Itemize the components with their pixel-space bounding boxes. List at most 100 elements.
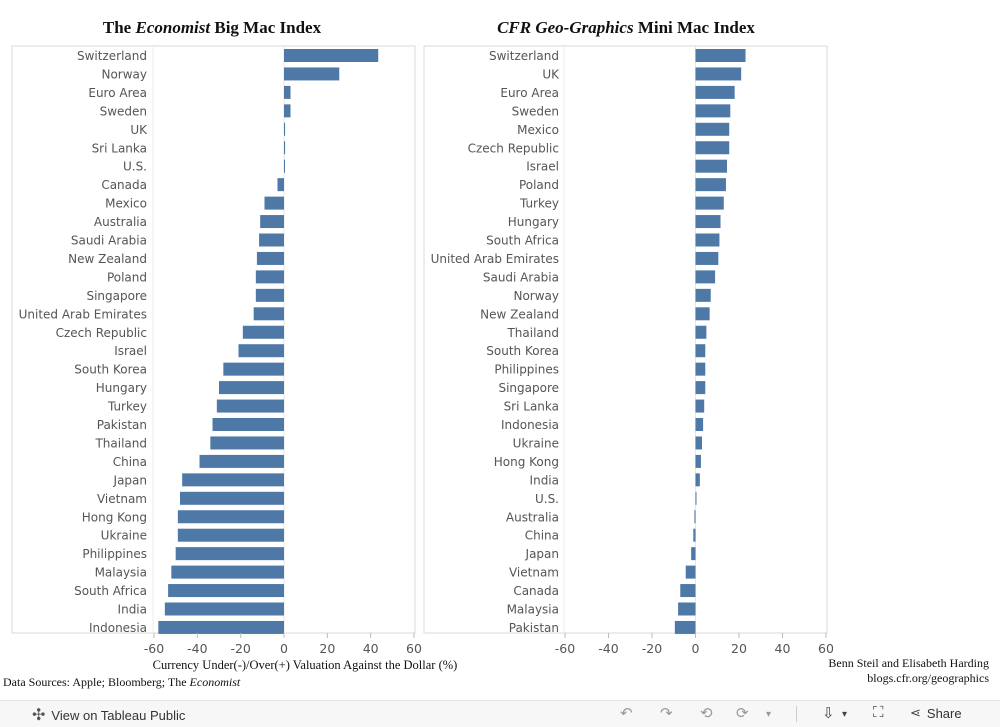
tableau-logo-icon: ✣ (32, 707, 46, 724)
bar (695, 307, 710, 321)
view-on-tableau-button[interactable]: ✣ View on Tableau Public (32, 705, 185, 725)
category-label: Hong Kong (82, 510, 147, 524)
tick-label: 0 (280, 641, 288, 656)
bar (695, 196, 724, 210)
category-label: Malaysia (507, 603, 559, 617)
bar (695, 362, 706, 376)
category-label: Singapore (498, 381, 559, 395)
category-label: Sri Lanka (92, 141, 147, 155)
category-label: Mexico (105, 197, 147, 211)
category-label: Indonesia (501, 418, 559, 432)
chart-title-right: CFR Geo-Graphics Mini Mac Index (497, 18, 755, 37)
fullscreen-icon[interactable]: ⛶ (873, 704, 884, 721)
category-label: Pakistan (509, 621, 559, 635)
bar (680, 584, 696, 598)
category-label: South Korea (74, 363, 147, 377)
category-label: Malaysia (95, 566, 147, 580)
panel-frame-1 (423, 45, 828, 634)
category-label: Israel (526, 160, 559, 174)
bar (212, 418, 284, 431)
download-icon[interactable]: ⇩ (822, 705, 835, 722)
bar (694, 510, 696, 524)
tick-label: 60 (406, 641, 422, 656)
refresh-icon[interactable]: ⟳ (736, 705, 749, 722)
bar (695, 491, 697, 505)
undo-icon[interactable]: ↶ (620, 705, 633, 722)
tick-label: -20 (230, 641, 250, 656)
share-button[interactable]: ⋖ Share (910, 705, 962, 721)
bar (695, 159, 728, 173)
category-label: Sweden (512, 104, 559, 118)
redo-icon[interactable]: ↷ (660, 705, 673, 722)
category-label: New Zealand (480, 307, 559, 321)
category-label: Turkey (107, 400, 147, 414)
category-label: Vietnam (97, 492, 147, 506)
tick-label: 60 (818, 641, 834, 656)
bar (168, 584, 284, 598)
share-icon: ⋖ (910, 705, 921, 720)
bar (284, 49, 379, 62)
category-label: Philippines (494, 363, 559, 377)
category-label: China (113, 455, 147, 469)
bar (674, 620, 696, 634)
bar (259, 233, 284, 247)
share-label: Share (926, 705, 962, 721)
bar (284, 67, 340, 81)
category-label: South Africa (74, 584, 147, 598)
bar (223, 362, 284, 376)
category-label: Norway (513, 289, 559, 303)
category-label: Czech Republic (468, 141, 559, 155)
category-label: Poland (107, 270, 147, 284)
credit-url[interactable]: blogs.cfr.org/geographics (867, 671, 989, 685)
category-label: Hong Kong (494, 455, 559, 469)
category-label: Canada (101, 178, 147, 192)
category-label: China (525, 529, 559, 543)
category-label: Hungary (96, 381, 147, 395)
bar (164, 602, 284, 616)
bar (277, 178, 284, 192)
category-label: Hungary (508, 215, 559, 229)
bar (256, 251, 284, 265)
tick-label: 40 (363, 641, 379, 656)
bar (695, 454, 701, 468)
category-label: Euro Area (500, 86, 559, 100)
bar (264, 196, 284, 210)
bar (695, 215, 721, 229)
x-axis-title: Currency Under(-)/Over(+) Valuation Agai… (152, 658, 458, 672)
category-label: Mexico (517, 123, 559, 137)
bar (695, 344, 706, 358)
revert-icon[interactable]: ⟲ (700, 705, 713, 722)
download-dropdown-icon[interactable]: ▾ (842, 709, 848, 720)
charts-canvas: Switzerland Norway Euro Area Sweden UK Sri La… (11, 45, 834, 656)
category-label: Thailand (506, 326, 559, 340)
tick-label: -40 (598, 641, 618, 656)
bar (216, 399, 284, 413)
bar (695, 473, 700, 487)
bar (695, 325, 707, 339)
bar (695, 436, 703, 450)
bar (695, 85, 735, 99)
bar (695, 122, 730, 136)
chart-title-left: The Economist Big Mac Index (102, 18, 322, 37)
category-label: Ukraine (513, 436, 559, 450)
bar (284, 141, 286, 155)
category-label: Poland (519, 178, 559, 192)
bar (691, 547, 696, 561)
category-label: Australia (506, 510, 559, 524)
tick-label: 40 (775, 641, 791, 656)
tableau-toolbar: ✣ View on Tableau Public ↶ ↷ ⟲ ⟳ ▾ ⇩ ▾ ⛶… (0, 700, 1000, 727)
category-label: India (118, 603, 147, 617)
bar (678, 602, 696, 616)
bar (238, 344, 284, 358)
bar (695, 270, 716, 284)
bar (180, 491, 284, 505)
category-label: UK (542, 67, 560, 81)
bar (171, 565, 284, 579)
category-label: Saudi Arabia (483, 270, 559, 284)
refresh-dropdown-icon[interactable]: ▾ (766, 709, 772, 720)
category-label: Pakistan (97, 418, 147, 432)
tick-label: 20 (319, 641, 335, 656)
tick-label: 0 (692, 641, 700, 656)
tick-label: -60 (555, 641, 575, 656)
category-label: Australia (94, 215, 147, 229)
